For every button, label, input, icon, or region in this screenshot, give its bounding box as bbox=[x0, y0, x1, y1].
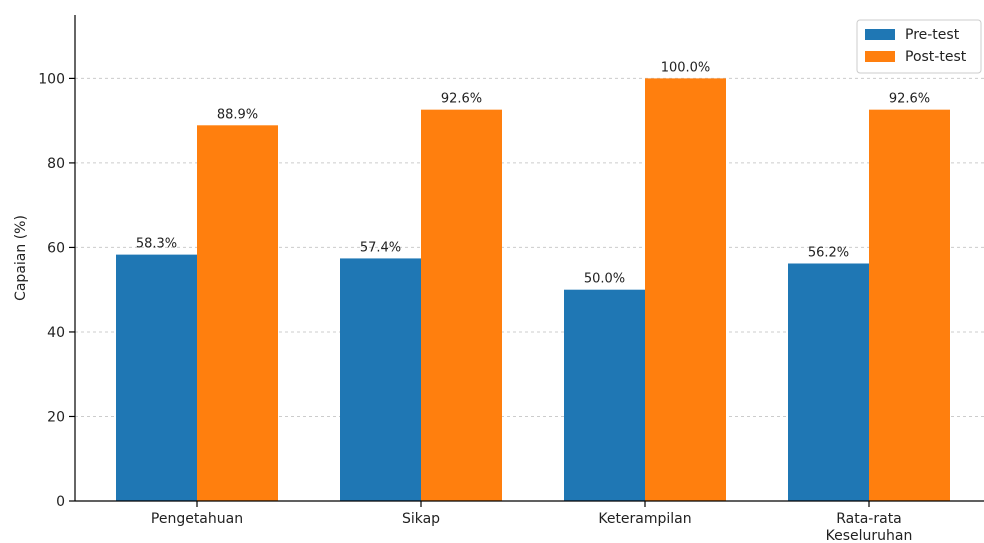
x-tick-label: Keterampilan bbox=[598, 511, 691, 527]
bar-post-test bbox=[645, 78, 726, 502]
y-axis-label: Capaian (%) bbox=[13, 215, 29, 301]
bar-value-label: 50.0% bbox=[584, 272, 625, 287]
x-tick-label: Rata-rata Keseluruhan bbox=[826, 511, 913, 543]
axes: 0 20 40 60 80 100 Pengetahuan Sikap Keterampilan… bbox=[38, 15, 984, 543]
legend-swatch bbox=[865, 29, 895, 40]
bar-value-label: 56.2% bbox=[808, 245, 849, 260]
bar-pre-test bbox=[564, 289, 645, 501]
y-tick-label: 100 bbox=[38, 71, 65, 87]
y-tick-label: 60 bbox=[47, 240, 65, 256]
y-tick-label: 20 bbox=[47, 409, 65, 425]
x-tick-label: Pengetahuan bbox=[151, 511, 243, 527]
y-tick-label: 0 bbox=[56, 494, 65, 510]
legend: Pre-test Post-test bbox=[856, 19, 982, 74]
bar-value-label: 58.3% bbox=[136, 237, 177, 252]
bar-value-label: 92.6% bbox=[889, 92, 930, 107]
legend-swatch bbox=[865, 51, 895, 62]
bar-value-label: 92.6% bbox=[441, 92, 482, 107]
legend-label: Pre-test bbox=[905, 27, 960, 43]
bar-value-label: 57.4% bbox=[360, 240, 401, 255]
bar-pre-test bbox=[116, 254, 197, 501]
x-tick-label: Sikap bbox=[402, 511, 440, 527]
y-tick-label: 40 bbox=[47, 325, 65, 341]
bar-pre-test bbox=[340, 258, 421, 501]
bar-post-test bbox=[421, 109, 502, 502]
bar-post-test bbox=[869, 109, 950, 502]
bar-value-label: 100.0% bbox=[661, 60, 711, 75]
y-tick-label: 80 bbox=[47, 156, 65, 172]
legend-label: Post-test bbox=[905, 49, 967, 65]
bars bbox=[116, 78, 950, 502]
bar-post-test bbox=[197, 125, 278, 501]
bar-value-label: 88.9% bbox=[217, 107, 258, 122]
bar-pre-test bbox=[788, 263, 869, 501]
data-labels: 58.3% 88.9% 57.4% 92.6% 50.0% 100.0% 56.2% 92.6… bbox=[136, 60, 930, 286]
